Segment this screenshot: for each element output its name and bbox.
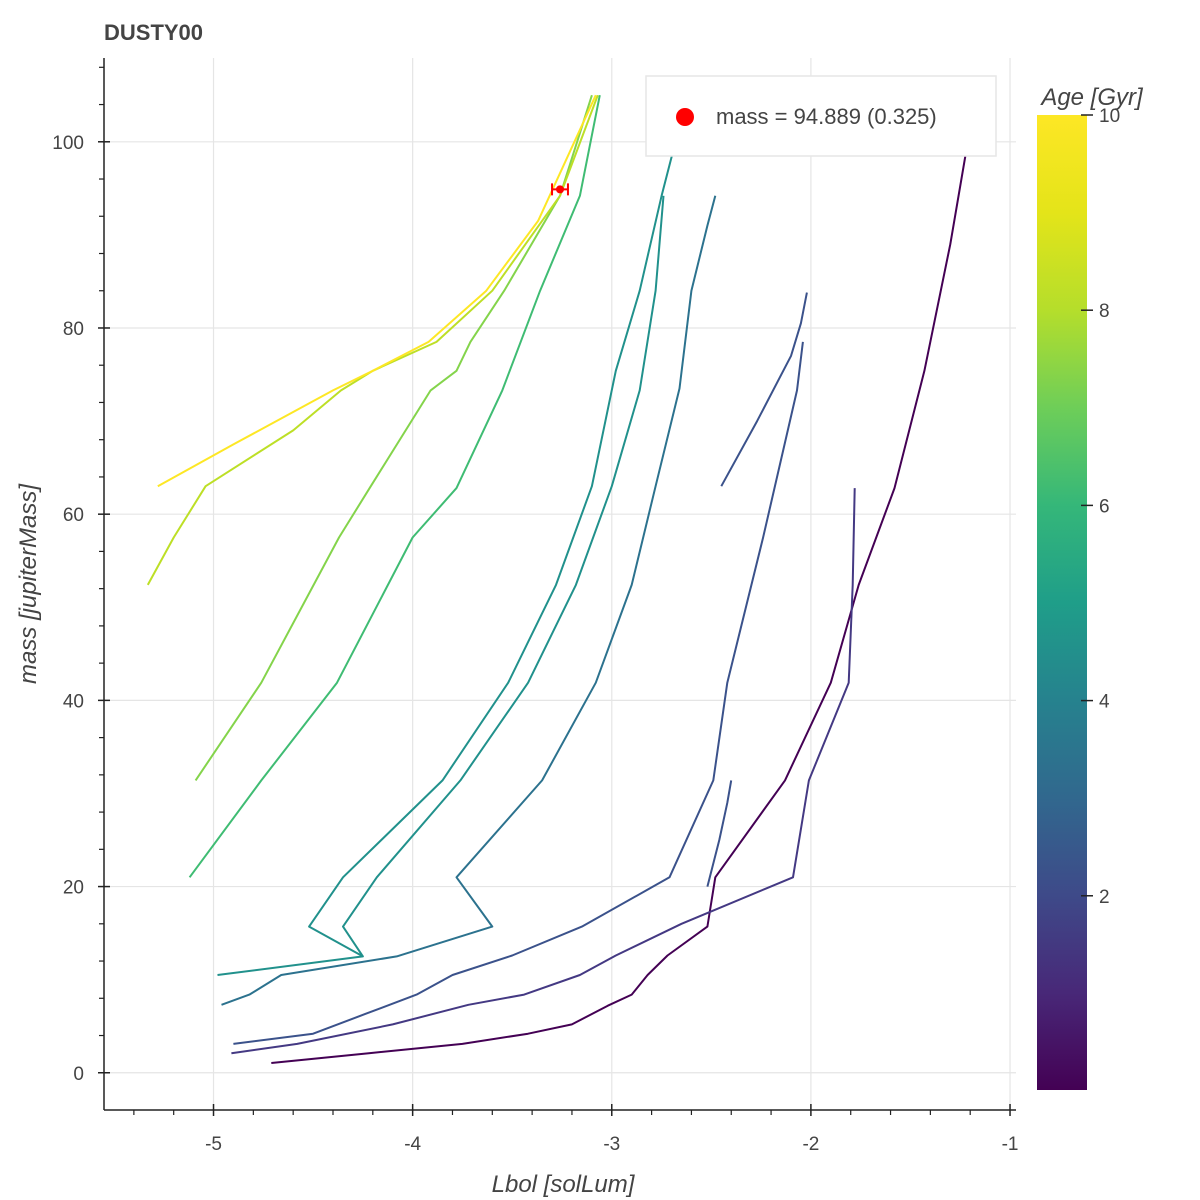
chart-title: DUSTY00: [104, 20, 203, 45]
x-tick-label: -2: [802, 1134, 819, 1155]
x-tick-label: -3: [603, 1134, 620, 1155]
x-tick-label: -4: [404, 1134, 421, 1155]
x-axis-label: Lbol [solLum]: [492, 1171, 636, 1198]
isochrone-line: [706, 780, 733, 887]
x-tick-label: -5: [205, 1134, 222, 1155]
x-tick-label: -1: [1002, 1134, 1019, 1155]
colorbar-ticks: 2 4 6 8 10: [1081, 106, 1120, 908]
y-tick-label: 60: [63, 505, 84, 526]
y-axis-ticks: 0 20 40 60 80 100: [52, 66, 110, 1085]
legend-label: mass = 94.889 (0.325): [716, 104, 937, 129]
isochrone-line: [157, 94, 597, 488]
isochrone-line: [720, 292, 808, 487]
isochrone-line: [146, 94, 599, 586]
isochrone-line: [233, 341, 804, 1045]
y-tick-label: 40: [63, 691, 84, 712]
series-layer: [146, 94, 968, 1064]
x-axis-ticks: -5 -4 -3 -2 -1: [133, 1104, 1019, 1155]
legend: mass = 94.889 (0.325): [645, 75, 997, 157]
colorbar-tick-label: 8: [1099, 301, 1110, 322]
colorbar: Age [Gyr] 2 4 6 8 10: [1037, 84, 1144, 1090]
colorbar-tick-label: 6: [1099, 496, 1110, 517]
colorbar-gradient: [1037, 115, 1087, 1090]
colorbar-tick-label: 10: [1099, 106, 1120, 127]
y-tick-label: 80: [63, 319, 84, 340]
colorbar-tick-label: 4: [1099, 692, 1110, 713]
measurement-point: [556, 185, 564, 194]
isochrone-line: [271, 150, 968, 1064]
isochrone-line: [221, 195, 717, 1006]
y-tick-label: 20: [63, 878, 84, 899]
y-tick-label: 100: [52, 133, 84, 154]
y-tick-label: 0: [73, 1064, 84, 1085]
y-axis-label: mass [jupiterMass]: [15, 483, 42, 684]
isochrone-line: [194, 94, 593, 781]
grid-lines: [104, 58, 1016, 1110]
colorbar-label: Age [Gyr]: [1039, 84, 1144, 111]
isochrone-line: [308, 95, 685, 958]
colorbar-tick-label: 2: [1099, 887, 1110, 908]
legend-marker: [676, 108, 694, 126]
measurement-layer: [551, 183, 569, 196]
isochrone-line: [188, 95, 601, 878]
isochrone-line: [217, 195, 665, 976]
legend-box: [645, 75, 997, 157]
isochrone-line: [231, 488, 856, 1055]
